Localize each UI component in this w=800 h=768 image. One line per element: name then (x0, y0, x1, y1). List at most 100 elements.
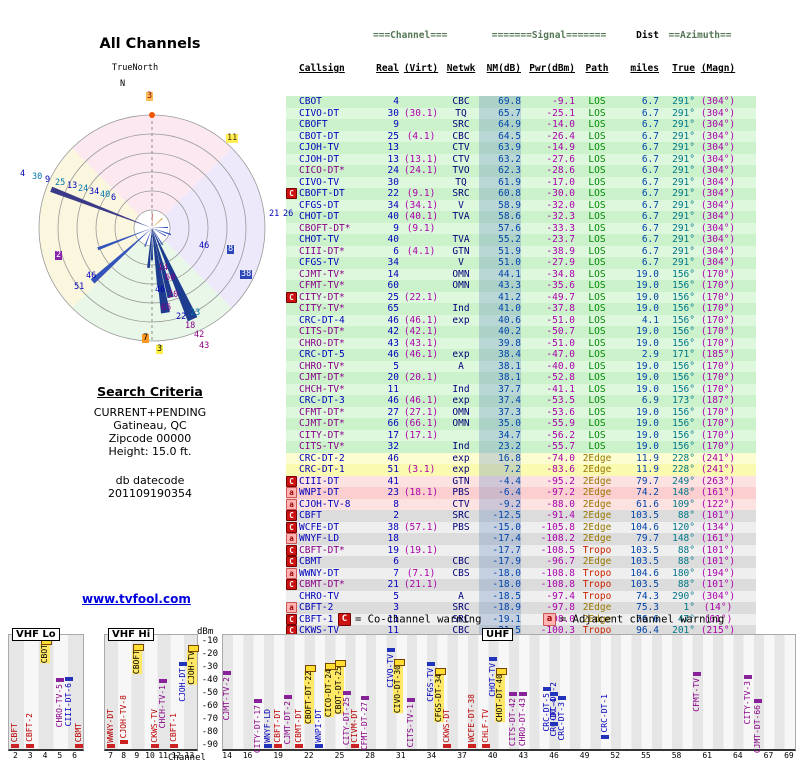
station-label: CHCH-TV-1 (158, 685, 168, 729)
cell-pwr-dbm: -88.0 (546, 498, 575, 510)
signal-marker (468, 744, 477, 749)
cell-path: LOS (588, 188, 606, 199)
channel-axis-tick: 9 (134, 751, 140, 760)
cell-path: 2Edge (582, 475, 612, 487)
cell-callsign: CRC-DT-4 (299, 314, 345, 326)
cell-path: LOS (588, 441, 606, 452)
tvfool-link[interactable]: www.tvfool.com (82, 592, 191, 606)
cell-network (443, 579, 479, 591)
cell-nm-db: 63.9 (479, 142, 521, 154)
cell-real-channel: 18 (387, 533, 399, 544)
cell-magnetic-azimuth: (187°) (700, 395, 736, 406)
cell-true-azimuth: 1° (683, 602, 695, 613)
cell-real-channel: 11 (387, 625, 399, 636)
cell-real-channel: 32 (387, 441, 399, 452)
cell-callsign: CITS-TV* (299, 441, 345, 452)
cell-callsign: CRC-DT-1 (299, 464, 345, 475)
cell-nm-db: 61.9 (479, 176, 521, 188)
cell-distance: 11.9 (636, 464, 659, 475)
dist-group-header: Dist (636, 30, 659, 41)
cell-virtual-channel: (40.1) (403, 211, 439, 222)
cell-network (443, 292, 479, 304)
cell-path: LOS (588, 291, 606, 303)
cell-true-azimuth: 291° (672, 222, 695, 234)
cell-path: LOS (588, 303, 606, 314)
cell-distance: 19.0 (636, 326, 659, 337)
signal-marker (549, 722, 558, 727)
channel-axis-tick: 31 (395, 751, 406, 760)
cell-magnetic-azimuth: (161°) (700, 533, 736, 544)
cell-magnetic-azimuth: (304°) (700, 188, 736, 199)
cell-real-channel: 3 (393, 602, 399, 613)
signal-marker (350, 744, 359, 749)
station-label: CBOFT (131, 650, 142, 675)
cell-virtual-channel (399, 384, 443, 396)
co-channel-warning-badge: C (286, 291, 297, 303)
channel-axis-tick: 40 (487, 751, 498, 760)
cell-true-azimuth: 156° (672, 429, 695, 441)
cell-nm-db: 16.8 (479, 452, 521, 464)
station-label: WNPI-DT (314, 708, 324, 743)
cell-virtual-channel: (27.1) (403, 406, 439, 418)
adjacent-channel-warning-badge: a (286, 487, 297, 498)
adjacent-channel-icon: a (543, 613, 556, 626)
cell-callsign: WCFE-DT (299, 521, 340, 533)
cell-real-channel: 9 (393, 222, 399, 234)
cell-nm-db: 40.2 (479, 326, 521, 338)
cell-distance: 103.5 (630, 544, 659, 556)
cell-pwr-dbm: -47.0 (546, 349, 575, 360)
cell-magnetic-azimuth: (241°) (700, 452, 736, 464)
cell-real-channel: 30 (387, 107, 399, 119)
channel-axis-tick: 3 (27, 751, 33, 760)
col-netwk: Netwk (446, 63, 476, 74)
channel-axis-label: Channel (168, 753, 206, 763)
signal-wedge (50, 186, 153, 228)
plot-label: 40 (100, 190, 111, 200)
cell-callsign: CJMT-TV* (299, 268, 345, 280)
cell-pwr-dbm: -33.3 (546, 222, 575, 234)
channel-axis-tick: 69 (784, 751, 794, 760)
station-row: CHOT-DT 40 (40.1) TVA 58.6 -32.3 LOS 6.7 291° (30… (286, 211, 756, 223)
cell-network (443, 533, 479, 545)
cell-path: LOS (588, 176, 606, 188)
cell-true-azimuth: 148° (672, 487, 695, 498)
cell-path: Tropo (582, 567, 612, 579)
cell-network (443, 545, 479, 557)
station-table-body: CBOT 4 CBC 69.8 -9.1 LOS 6.7 291° (304°) CIVO-DT 3… (286, 96, 756, 671)
signal-marker (601, 734, 610, 739)
station-label: CJMT-TV-2 (222, 677, 232, 721)
station-label: CHRO-DT-43 (518, 698, 528, 747)
cell-true-azimuth: 156° (672, 360, 695, 372)
cell-path: 2Edge (582, 602, 612, 613)
station-label: CBMT-DT (293, 708, 303, 743)
cell-real-channel: 9 (393, 119, 399, 130)
cell-distance: 19.0 (636, 268, 659, 280)
cell-real-channel: 2 (393, 510, 399, 521)
plot-label: 25 (55, 178, 66, 188)
signal-marker (223, 671, 232, 676)
cell-nm-db: 37.7 (479, 383, 521, 395)
cell-pwr-dbm: -52.8 (546, 372, 575, 383)
cell-pwr-dbm: -26.4 (546, 130, 575, 142)
cell-callsign: CITY-TV* (299, 303, 345, 314)
cell-nm-db: 58.6 (479, 211, 521, 223)
channel-axis-tick: 61 (702, 751, 712, 760)
dbm-axis-tick: -10 (201, 636, 218, 646)
co-channel-warning-badge: C (286, 544, 297, 556)
cell-network: exp (452, 464, 470, 475)
cell-nm-db: -9.2 (479, 498, 521, 510)
signal-marker (178, 661, 187, 666)
cell-network: CBC (452, 556, 470, 567)
plot-label: 24 (78, 184, 89, 194)
cell-magnetic-azimuth: (304°) (700, 107, 736, 119)
cell-distance: 79.7 (636, 533, 659, 544)
signal-marker (442, 744, 451, 749)
cell-distance: 74.3 (636, 590, 659, 602)
plot-label: 20 (168, 290, 179, 300)
plot-label: 23 (190, 308, 201, 318)
cell-path: 2Edge (582, 533, 612, 544)
cell-nm-db: -6.4 (479, 487, 521, 499)
channel-axis-tick: 10 (145, 751, 155, 760)
cell-callsign: CFGS-TV (299, 257, 340, 268)
cell-distance: 19.0 (636, 383, 659, 395)
